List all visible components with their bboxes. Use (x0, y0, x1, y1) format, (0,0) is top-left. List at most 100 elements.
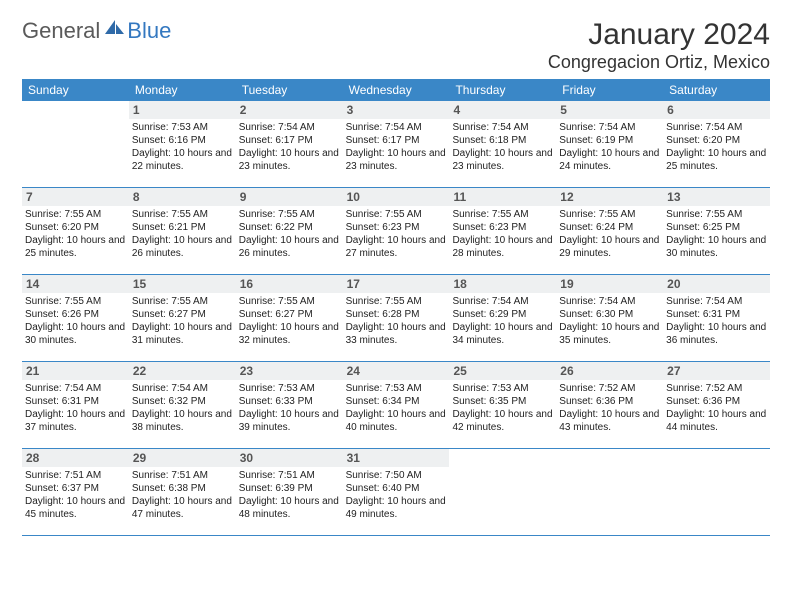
day-info: Sunrise: 7:55 AMSunset: 6:21 PMDaylight:… (132, 208, 233, 260)
day-number: 26 (556, 362, 663, 380)
dow-monday: Monday (129, 79, 236, 101)
calendar-day-cell: 15Sunrise: 7:55 AMSunset: 6:27 PMDayligh… (129, 275, 236, 361)
day-info: Sunrise: 7:53 AMSunset: 6:35 PMDaylight:… (452, 382, 553, 434)
day-number: 6 (663, 101, 770, 119)
calendar-week: 1Sunrise: 7:53 AMSunset: 6:16 PMDaylight… (22, 101, 770, 188)
logo: General Blue (22, 18, 171, 44)
day-info: Sunrise: 7:54 AMSunset: 6:30 PMDaylight:… (559, 295, 660, 347)
day-number: 20 (663, 275, 770, 293)
day-number: 29 (129, 449, 236, 467)
calendar-day-cell: 21 Sunrise: 7:54 AMSunset: 6:31 PMDayligh… (22, 362, 129, 448)
calendar-day-cell: 13Sunrise: 7:55 AMSunset: 6:25 PMDayligh… (663, 188, 770, 274)
calendar-week: 14 Sunrise: 7:55 AMSunset: 6:26 PMDayligh… (22, 275, 770, 362)
calendar-day-cell: 18 Sunrise: 7:54 AMSunset: 6:29 PMDayligh… (449, 275, 556, 361)
logo-text-general: General (22, 18, 100, 44)
calendar-day-cell: 28 Sunrise: 7:51 AMSunset: 6:37 PMDayligh… (22, 449, 129, 535)
calendar-page: General Blue January 2024 Congregacion O… (0, 0, 792, 554)
calendar-day-cell: 11Sunrise: 7:55 AMSunset: 6:23 PMDayligh… (449, 188, 556, 274)
calendar-day-cell: 3Sunrise: 7:54 AMSunset: 6:17 PMDaylight… (343, 101, 450, 187)
calendar-week: 21 Sunrise: 7:54 AMSunset: 6:31 PMDayligh… (22, 362, 770, 449)
day-number: 17 (343, 275, 450, 293)
day-info: Sunrise: 7:55 AMSunset: 6:22 PMDaylight:… (239, 208, 340, 260)
calendar-day-cell: 20 Sunrise: 7:54 AMSunset: 6:31 PMDayligh… (663, 275, 770, 361)
day-info: Sunrise: 7:54 AMSunset: 6:31 PMDaylight:… (666, 295, 767, 347)
day-info: Sunrise: 7:51 AMSunset: 6:38 PMDaylight:… (132, 469, 233, 521)
dow-tuesday: Tuesday (236, 79, 343, 101)
calendar-week: 7 Sunrise: 7:55 AMSunset: 6:20 PMDaylight… (22, 188, 770, 275)
day-number-blank (663, 449, 770, 467)
calendar-day-cell: 25 Sunrise: 7:53 AMSunset: 6:35 PMDayligh… (449, 362, 556, 448)
day-info: Sunrise: 7:52 AMSunset: 6:36 PMDaylight:… (559, 382, 660, 434)
calendar-day-cell: 14 Sunrise: 7:55 AMSunset: 6:26 PMDayligh… (22, 275, 129, 361)
day-number-blank (449, 449, 556, 467)
sail-icon (103, 18, 125, 36)
dow-saturday: Saturday (663, 79, 770, 101)
day-number: 21 (22, 362, 129, 380)
day-info: Sunrise: 7:54 AMSunset: 6:17 PMDaylight:… (239, 121, 340, 173)
day-number: 24 (343, 362, 450, 380)
day-number: 30 (236, 449, 343, 467)
calendar-day-cell: 4 Sunrise: 7:54 AMSunset: 6:18 PMDaylight… (449, 101, 556, 187)
day-number: 13 (663, 188, 770, 206)
calendar-day-cell: 27Sunrise: 7:52 AMSunset: 6:36 PMDayligh… (663, 362, 770, 448)
day-number: 10 (343, 188, 450, 206)
dow-thursday: Thursday (449, 79, 556, 101)
calendar-day-cell (663, 449, 770, 535)
day-info: Sunrise: 7:55 AMSunset: 6:28 PMDaylight:… (346, 295, 447, 347)
day-number-blank (22, 101, 129, 119)
calendar-day-cell: 10 Sunrise: 7:55 AMSunset: 6:23 PMDayligh… (343, 188, 450, 274)
calendar-day-cell (449, 449, 556, 535)
day-number: 4 (449, 101, 556, 119)
header: General Blue January 2024 Congregacion O… (22, 18, 770, 73)
calendar-day-cell: 24 Sunrise: 7:53 AMSunset: 6:34 PMDayligh… (343, 362, 450, 448)
day-number: 9 (236, 188, 343, 206)
calendar-day-cell: 31Sunrise: 7:50 AMSunset: 6:40 PMDayligh… (343, 449, 450, 535)
day-number: 14 (22, 275, 129, 293)
day-info: Sunrise: 7:55 AMSunset: 6:24 PMDaylight:… (559, 208, 660, 260)
day-info: Sunrise: 7:54 AMSunset: 6:20 PMDaylight:… (666, 121, 767, 173)
day-info: Sunrise: 7:55 AMSunset: 6:23 PMDaylight:… (346, 208, 447, 260)
calendar-day-cell: 5Sunrise: 7:54 AMSunset: 6:19 PMDaylight… (556, 101, 663, 187)
dow-sunday: Sunday (22, 79, 129, 101)
day-number: 23 (236, 362, 343, 380)
day-number: 18 (449, 275, 556, 293)
day-info: Sunrise: 7:55 AMSunset: 6:20 PMDaylight:… (25, 208, 126, 260)
day-number: 7 (22, 188, 129, 206)
calendar-day-cell: 26 Sunrise: 7:52 AMSunset: 6:36 PMDayligh… (556, 362, 663, 448)
calendar-day-cell: 2 Sunrise: 7:54 AMSunset: 6:17 PMDaylight… (236, 101, 343, 187)
logo-text-blue: Blue (127, 18, 171, 44)
day-number: 31 (343, 449, 450, 467)
dow-friday: Friday (556, 79, 663, 101)
day-info: Sunrise: 7:52 AMSunset: 6:36 PMDaylight:… (666, 382, 767, 434)
calendar-day-cell (22, 101, 129, 187)
day-number: 28 (22, 449, 129, 467)
day-info: Sunrise: 7:51 AMSunset: 6:37 PMDaylight:… (25, 469, 126, 521)
day-number: 16 (236, 275, 343, 293)
day-info: Sunrise: 7:53 AMSunset: 6:33 PMDaylight:… (239, 382, 340, 434)
calendar-day-cell: 22Sunrise: 7:54 AMSunset: 6:32 PMDayligh… (129, 362, 236, 448)
day-number-blank (556, 449, 663, 467)
calendar-day-cell: 12 Sunrise: 7:55 AMSunset: 6:24 PMDayligh… (556, 188, 663, 274)
day-number: 25 (449, 362, 556, 380)
day-number: 22 (129, 362, 236, 380)
day-number: 12 (556, 188, 663, 206)
day-info: Sunrise: 7:53 AMSunset: 6:34 PMDaylight:… (346, 382, 447, 434)
day-info: Sunrise: 7:55 AMSunset: 6:27 PMDaylight:… (132, 295, 233, 347)
calendar-day-cell: 17 Sunrise: 7:55 AMSunset: 6:28 PMDayligh… (343, 275, 450, 361)
calendar-body: 1Sunrise: 7:53 AMSunset: 6:16 PMDaylight… (22, 101, 770, 536)
calendar-day-cell: 1Sunrise: 7:53 AMSunset: 6:16 PMDaylight… (129, 101, 236, 187)
calendar-day-cell: 19 Sunrise: 7:54 AMSunset: 6:30 PMDayligh… (556, 275, 663, 361)
day-number: 2 (236, 101, 343, 119)
calendar-day-cell: 30Sunrise: 7:51 AMSunset: 6:39 PMDayligh… (236, 449, 343, 535)
day-info: Sunrise: 7:54 AMSunset: 6:18 PMDaylight:… (452, 121, 553, 173)
day-info: Sunrise: 7:54 AMSunset: 6:29 PMDaylight:… (452, 295, 553, 347)
day-info: Sunrise: 7:54 AMSunset: 6:17 PMDaylight:… (346, 121, 447, 173)
day-number: 8 (129, 188, 236, 206)
day-number: 19 (556, 275, 663, 293)
day-info: Sunrise: 7:55 AMSunset: 6:26 PMDaylight:… (25, 295, 126, 347)
page-title: January 2024 (548, 18, 770, 52)
calendar-week: 28 Sunrise: 7:51 AMSunset: 6:37 PMDayligh… (22, 449, 770, 536)
calendar-grid: SundayMondayTuesdayWednesdayThursdayFrid… (22, 79, 770, 536)
day-info: Sunrise: 7:54 AMSunset: 6:31 PMDaylight:… (25, 382, 126, 434)
calendar-day-cell: 9 Sunrise: 7:55 AMSunset: 6:22 PMDaylight… (236, 188, 343, 274)
